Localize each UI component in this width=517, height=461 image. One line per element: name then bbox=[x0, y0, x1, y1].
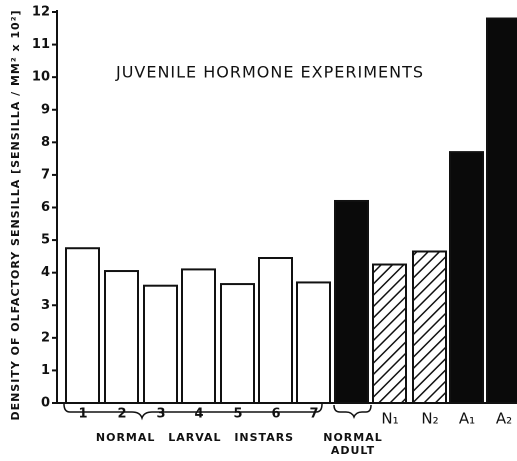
brace bbox=[333, 404, 372, 420]
bar bbox=[143, 284, 178, 405]
x-tick-label: N₁ bbox=[381, 410, 398, 428]
x-tick-label: A₁ bbox=[459, 410, 475, 428]
bar bbox=[181, 268, 216, 404]
group-label: NORMAL ADULT bbox=[323, 431, 383, 457]
y-tick-label: 10 bbox=[32, 70, 50, 85]
bar bbox=[334, 199, 369, 404]
y-tick-label: 12 bbox=[32, 5, 50, 20]
x-tick-label: 2 bbox=[117, 407, 126, 422]
brace bbox=[63, 403, 323, 421]
x-tick-label: 6 bbox=[271, 407, 280, 422]
y-axis-label: DENSITY OF OLFACTORY SENSILLA [SENSILLA … bbox=[9, 9, 22, 420]
y-tick-label: 6 bbox=[41, 200, 50, 215]
bar bbox=[449, 151, 484, 404]
x-tick-label: 7 bbox=[309, 407, 318, 422]
y-tick-label: 7 bbox=[41, 167, 50, 182]
bar bbox=[220, 283, 255, 404]
y-tick-label: 8 bbox=[41, 135, 50, 150]
y-tick-label: 3 bbox=[41, 298, 50, 313]
x-tick-label: 1 bbox=[78, 407, 87, 422]
bar bbox=[412, 250, 447, 404]
bar bbox=[296, 281, 331, 405]
y-tick-label: 11 bbox=[32, 37, 50, 52]
bar bbox=[258, 257, 293, 405]
bar bbox=[372, 263, 407, 405]
x-tick-label: A₂ bbox=[496, 410, 512, 428]
chart-title: JUVENILE HORMONE EXPERIMENTS bbox=[115, 63, 424, 82]
bar bbox=[104, 270, 139, 404]
bar bbox=[486, 17, 517, 405]
y-tick-label: 0 bbox=[41, 396, 50, 411]
bar bbox=[65, 247, 100, 404]
group-label: NORMAL LARVAL INSTARS bbox=[95, 431, 295, 444]
x-tick-label: N₂ bbox=[421, 410, 438, 428]
y-tick-label: 1 bbox=[41, 363, 50, 378]
y-tick-label: 5 bbox=[41, 233, 50, 248]
y-tick-label: 4 bbox=[41, 265, 50, 280]
x-tick-label: 4 bbox=[194, 407, 203, 422]
x-tick-label: 3 bbox=[156, 407, 165, 422]
x-tick-label: 5 bbox=[233, 407, 242, 422]
y-tick-label: 2 bbox=[41, 330, 50, 345]
y-tick-label: 9 bbox=[41, 102, 50, 117]
